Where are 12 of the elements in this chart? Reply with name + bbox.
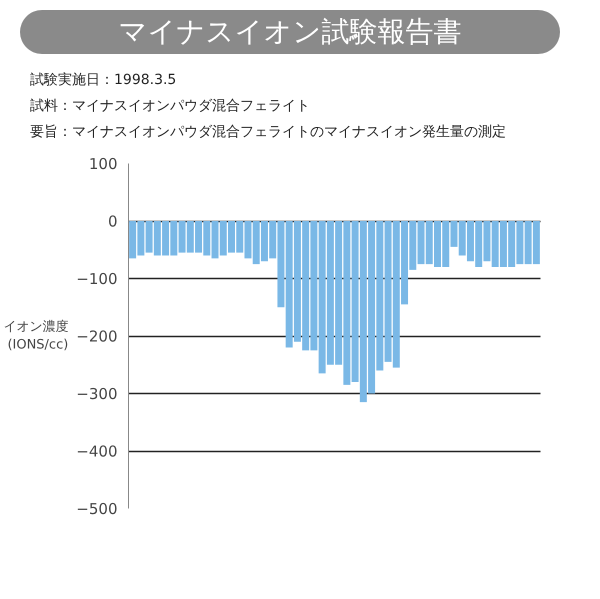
y-tick-label: 0 xyxy=(108,212,118,230)
y-tick-label: 100 xyxy=(88,155,118,173)
chart-title: マイナスイオン試験報告書 xyxy=(118,14,462,50)
y-tick-label: −500 xyxy=(76,500,118,518)
y-tick-label: −300 xyxy=(76,385,118,403)
text: 要旨：マイナスイオンパウダ混合フェライトのマイナスイオン発生量の測定 xyxy=(30,123,506,142)
y-tick-label: −200 xyxy=(76,328,118,346)
text: 試料：マイナスイオンパウダ混合フェライト xyxy=(30,97,310,116)
text: 試験実施日：1998.3.5 xyxy=(30,71,176,90)
y-tick-label: −400 xyxy=(76,442,118,460)
y-tick-label: −100 xyxy=(76,270,118,288)
y-axis-title: イオン濃度 (IONS/cc) xyxy=(3,318,68,352)
